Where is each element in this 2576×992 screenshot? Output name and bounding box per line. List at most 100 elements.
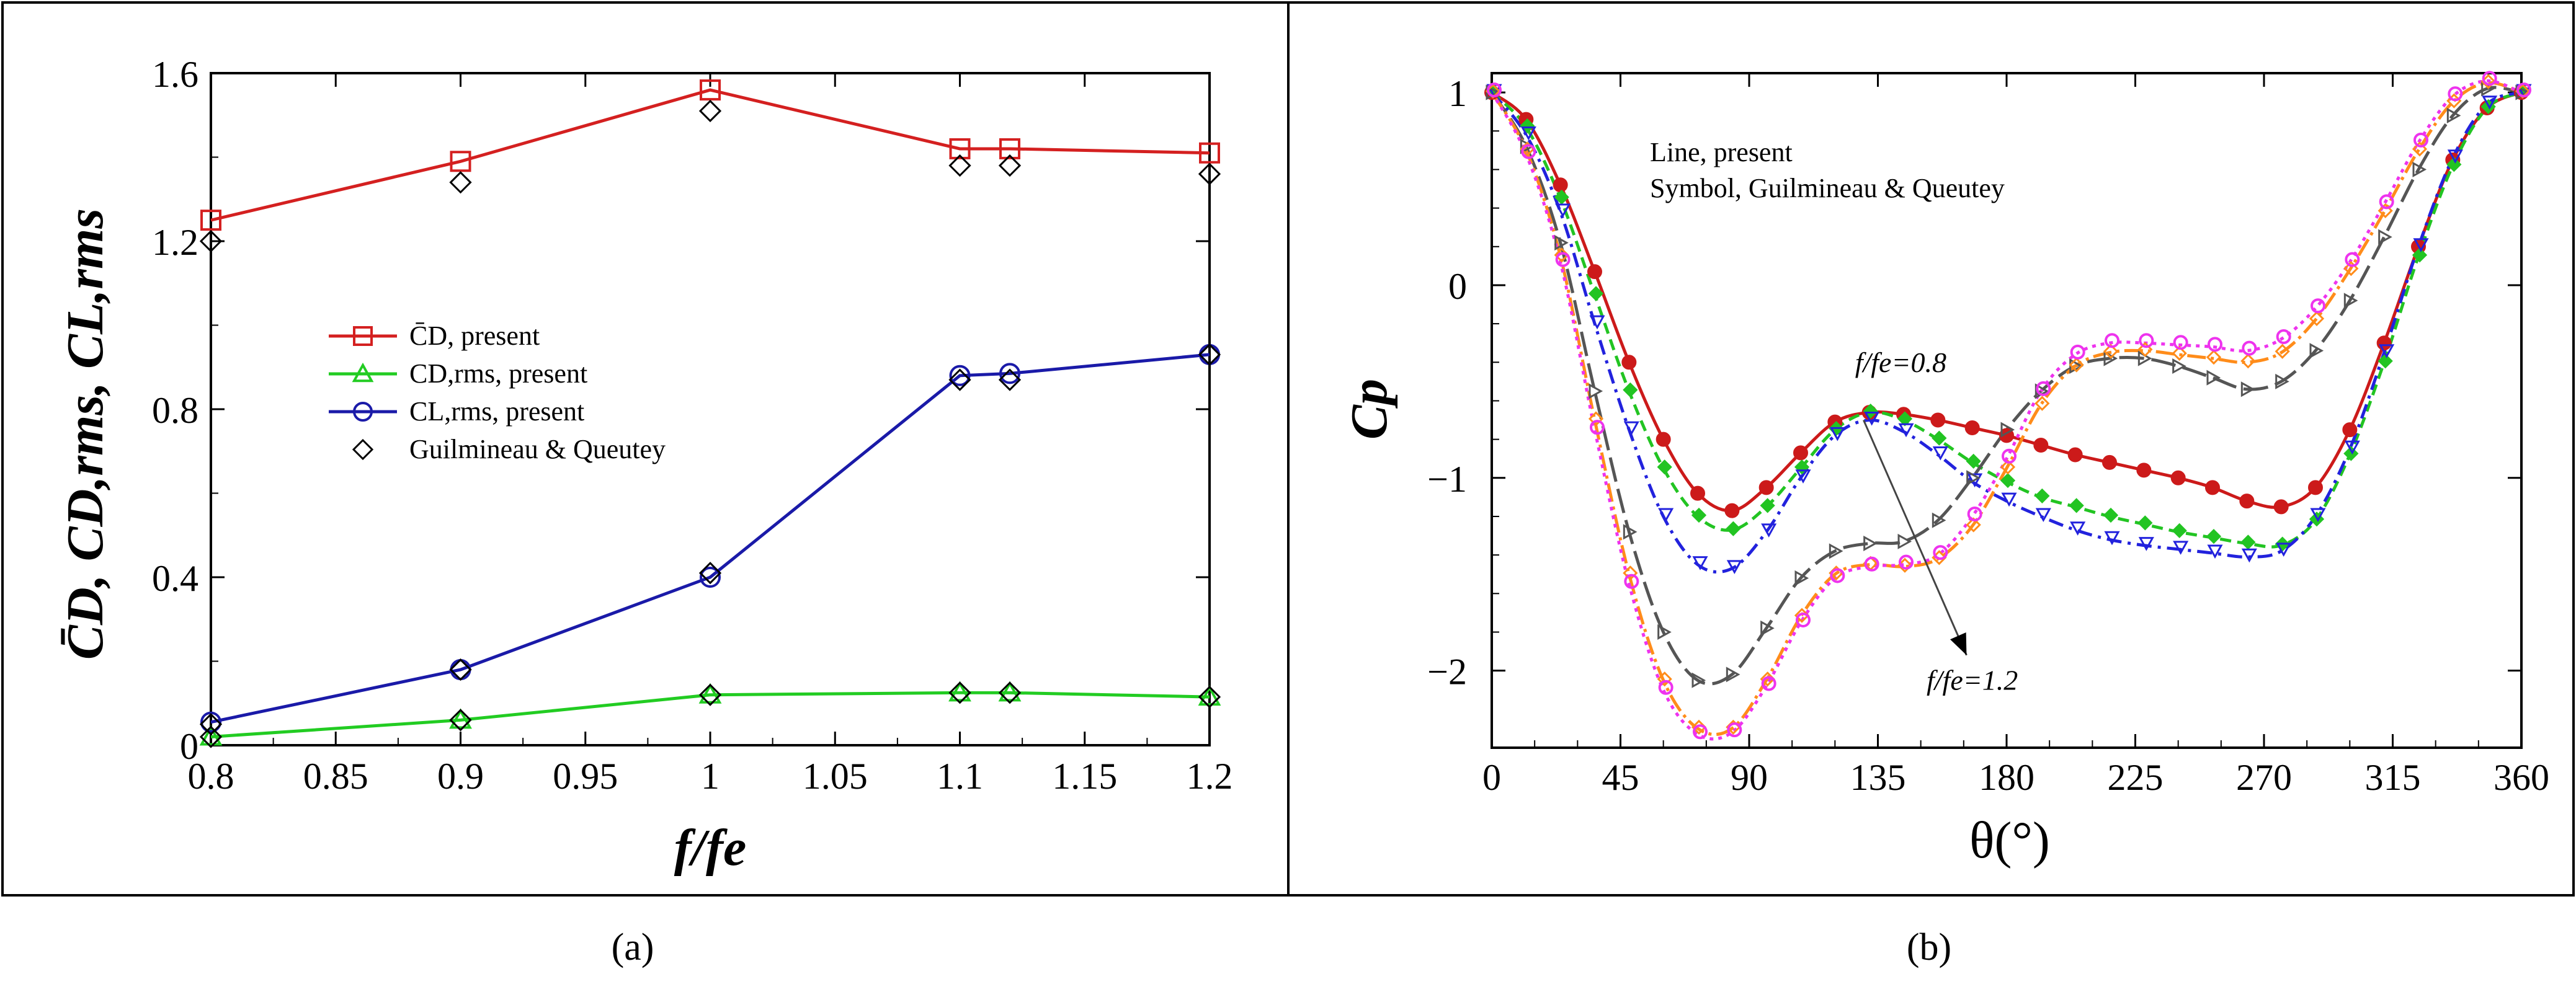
panel-a-legend: C̄D, present CD,rms, present CL,rms, prese…	[329, 321, 666, 464]
x-tick-label: 1.2	[1187, 756, 1233, 797]
panel-b-legend-line-1: Line, present	[1650, 137, 1793, 167]
series-0-point	[700, 79, 721, 101]
cp-point-5	[2070, 344, 2085, 360]
cp-point-1	[1554, 189, 1569, 205]
cp-point-0	[1656, 432, 1671, 447]
cp-point-3	[1691, 672, 1706, 688]
panel-a-ticks	[210, 72, 1211, 746]
x-tick-label: 1.15	[1052, 756, 1117, 797]
x-tick-label: 270	[2236, 757, 2292, 798]
cp-point-2	[1864, 412, 1880, 426]
cp-point-3	[2172, 358, 2186, 374]
reference-point	[199, 713, 223, 736]
cp-point-3	[2000, 422, 2015, 438]
reference-point	[998, 154, 1022, 177]
x-tick-label: 315	[2365, 757, 2421, 798]
legend-marker-1	[352, 362, 374, 383]
x-tick-label: 45	[1602, 757, 1639, 798]
cp-point-5	[2448, 86, 2463, 102]
cp-point-3	[2378, 229, 2392, 245]
cp-point-0	[2033, 437, 2049, 453]
panel-b-annotations: f/fe=0.8 f/fe=1.2	[1855, 347, 2018, 696]
x-tick-label: 1.05	[803, 756, 868, 797]
cp-point-2	[2447, 149, 2463, 164]
cp-point-2	[1898, 423, 1914, 438]
cp-point-2	[2207, 544, 2223, 559]
cp-point-5	[2345, 252, 2360, 267]
reference-point	[199, 725, 223, 748]
cp-point-2	[2413, 238, 2429, 252]
cp-point-0	[1930, 412, 1946, 428]
cp-point-0	[2273, 499, 2289, 515]
cp-point-5	[2379, 194, 2394, 210]
legend-label-2: CL,rms, present	[409, 396, 584, 427]
panel-b-tick-labels: 0 45 90 135 180 225 270 315 360 1 0 −1 −2	[1427, 73, 2549, 798]
x-tick-label: 0.8	[188, 756, 234, 797]
series-2-point	[700, 567, 721, 588]
panel-b-legend-line-2: Symbol, Guilmineau & Queutey	[1650, 173, 2005, 203]
cp-point-4	[2206, 349, 2222, 365]
panel-a: 0.8 0.85 0.9 0.95 1 1.05 1.1 1.15 1.2 0 0.4 0.8 1.2 1…	[56, 54, 1233, 968]
cp-point-1	[2137, 515, 2153, 531]
cp-point-0	[1587, 264, 1602, 280]
reference-point	[948, 154, 971, 177]
cp-curve-2	[1491, 91, 2522, 574]
cp-point-2	[1932, 446, 1948, 461]
annotation-1: f/fe=1.2	[1927, 665, 2018, 696]
series-1-point	[948, 681, 971, 702]
cp-point-2	[2482, 95, 2498, 110]
series-1-point	[449, 708, 472, 729]
cp-point-5	[1796, 612, 1811, 627]
panel-b: 0 45 90 135 180 225 270 315 360 1 0 −1 −2 Cp θ(°) Li…	[1340, 71, 2549, 968]
trend-arrow-head	[1950, 632, 1967, 655]
cp-point-2	[2070, 521, 2086, 536]
cp-point-5	[1555, 252, 1571, 267]
cp-point-0	[2205, 480, 2220, 495]
cp-point-5	[1727, 722, 1742, 738]
legend-marker-0	[353, 326, 373, 346]
cp-point-2	[1555, 203, 1571, 218]
cp-point-5	[2311, 298, 2325, 314]
cp-point-3	[1726, 666, 1740, 683]
panel-b-x-axis-label: θ(°)	[1969, 812, 2050, 869]
series-2-point	[999, 363, 1020, 384]
reference-point	[948, 681, 971, 704]
panel-a-x-axis-label: f/fe	[674, 819, 747, 877]
panel-label-a: (a)	[612, 926, 654, 968]
panel-b-ticks	[1491, 73, 2523, 748]
cp-point-3	[1863, 535, 1878, 552]
cp-point-3	[1554, 235, 1569, 251]
series-0-point	[999, 138, 1020, 159]
legend-label-0: C̄D, present	[409, 321, 540, 351]
reference-point	[449, 171, 472, 194]
series-1-point	[998, 681, 1022, 702]
series-line-2	[210, 353, 1210, 724]
series-2-point	[200, 711, 221, 733]
cp-point-4	[2000, 459, 2016, 475]
series-1-point	[698, 683, 722, 704]
cp-point-0	[1793, 445, 1808, 461]
x-tick-label: 90	[1731, 757, 1768, 798]
cp-point-5	[1624, 574, 1639, 589]
series-line-1	[210, 691, 1210, 738]
cp-curve-3	[1490, 86, 2522, 686]
series-0-point	[200, 210, 221, 231]
cp-point-1	[2412, 247, 2428, 263]
cp-point-4	[2069, 357, 2084, 373]
cp-point-5	[1487, 82, 1502, 98]
cp-point-5	[2482, 71, 2497, 86]
panel-a-tick-labels: 0.8 0.85 0.9 0.95 1 1.05 1.1 1.15 1.2 0 0.4 0.8 1.2 1…	[152, 54, 1233, 797]
trend-arrow-line	[1863, 419, 1968, 656]
reference-point	[698, 99, 722, 123]
x-tick-label: 0.85	[303, 756, 368, 797]
cp-point-5	[1830, 568, 1845, 583]
cp-point-0	[2067, 447, 2083, 463]
cp-point-1	[2172, 523, 2187, 538]
cp-point-5	[2036, 381, 2051, 396]
cp-point-0	[1964, 420, 1980, 435]
cp-point-0	[1724, 503, 1740, 518]
x-tick-label: 0	[1482, 757, 1501, 798]
cp-point-3	[1589, 383, 1603, 399]
reference-point	[1198, 343, 1221, 366]
